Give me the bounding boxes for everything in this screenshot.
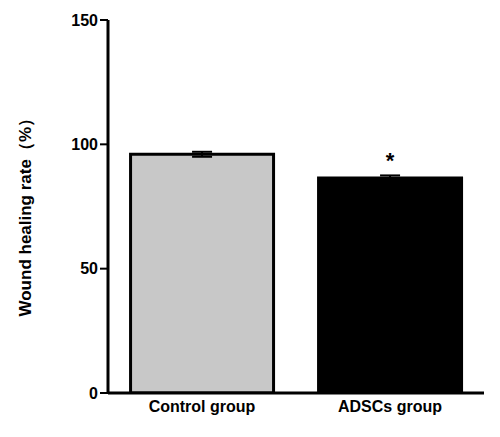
svg-text:*: * (386, 148, 395, 173)
svg-text:Wound healing rate（%）: Wound healing rate（%） (16, 110, 35, 317)
svg-text:50: 50 (80, 260, 98, 277)
svg-text:Control group: Control group (149, 398, 256, 415)
svg-text:ADSCs group: ADSCs group (338, 398, 442, 415)
svg-text:0: 0 (89, 385, 98, 402)
svg-text:150: 150 (71, 12, 98, 29)
svg-text:100: 100 (71, 136, 98, 153)
